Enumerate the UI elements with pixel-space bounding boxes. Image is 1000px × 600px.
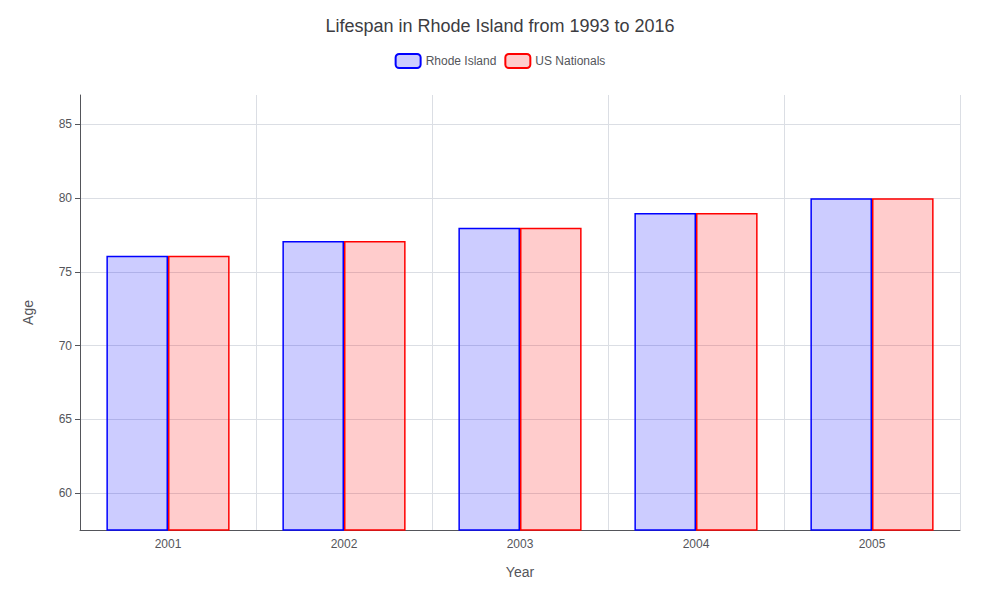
svg-text:65: 65 <box>59 412 73 426</box>
svg-text:70: 70 <box>59 339 73 353</box>
svg-text:Year: Year <box>506 564 535 580</box>
svg-text:2002: 2002 <box>331 537 358 551</box>
svg-text:2003: 2003 <box>507 537 534 551</box>
svg-text:Lifespan in Rhode Island from: Lifespan in Rhode Island from 1993 to 20… <box>325 16 674 36</box>
svg-text:60: 60 <box>59 486 73 500</box>
svg-text:Rhode Island: Rhode Island <box>426 54 497 68</box>
svg-text:US Nationals: US Nationals <box>535 54 605 68</box>
svg-text:75: 75 <box>59 265 73 279</box>
svg-text:2001: 2001 <box>155 537 182 551</box>
svg-text:Age: Age <box>20 300 36 325</box>
svg-text:80: 80 <box>59 191 73 205</box>
svg-text:2004: 2004 <box>683 537 710 551</box>
svg-text:2005: 2005 <box>859 537 886 551</box>
svg-text:85: 85 <box>59 117 73 131</box>
